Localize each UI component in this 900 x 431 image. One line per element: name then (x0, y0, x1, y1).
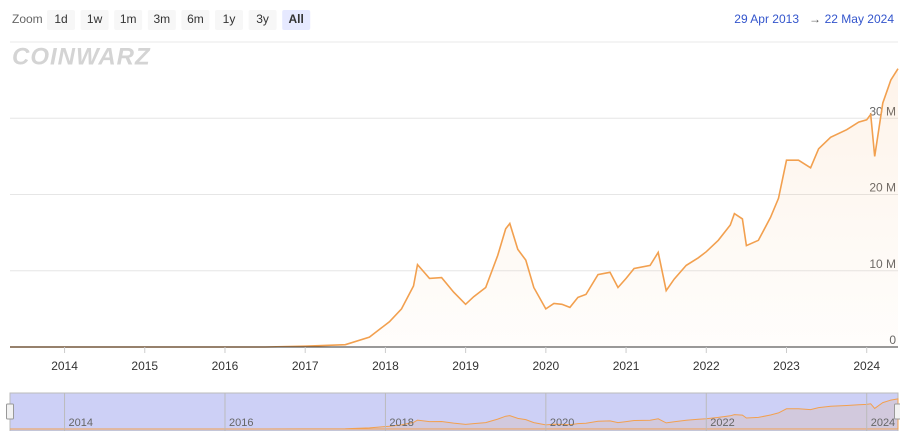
zoom-label: Zoom (12, 12, 43, 26)
x-tick-label: 2015 (131, 359, 158, 373)
range-from: 29 Apr 2013 (734, 12, 799, 26)
navigator-handle[interactable] (6, 403, 14, 420)
x-tick-label: 2021 (613, 359, 640, 373)
range-arrow: → (809, 12, 821, 26)
navigator-area (10, 398, 899, 430)
zoom-button-label[interactable]: 1y (223, 12, 236, 26)
zoom-button[interactable] (147, 10, 176, 30)
navigator-tick-label: 2016 (229, 417, 253, 429)
navigator-handle[interactable] (894, 403, 900, 420)
x-tick-label: 2022 (693, 359, 720, 373)
zoom-button[interactable] (80, 10, 109, 30)
watermark: COINWARZ (12, 43, 151, 70)
navigator-tick-label: 2018 (389, 417, 413, 429)
area-fill (10, 68, 898, 347)
zoom-button-label[interactable]: 1d (54, 12, 67, 26)
navigator-tick-label: 2022 (710, 417, 734, 429)
zoom-button-label[interactable]: All (289, 12, 304, 26)
navigator-tick-label: 2014 (69, 417, 93, 429)
zoom-button[interactable] (181, 10, 210, 30)
x-tick-label: 2017 (292, 359, 319, 373)
navigator-tick-label: 2024 (871, 417, 895, 429)
x-tick-label: 2019 (452, 359, 479, 373)
zoom-button[interactable] (114, 10, 143, 30)
zoom-button-label[interactable]: 1w (87, 12, 103, 26)
zoom-button-label[interactable]: 3m (153, 12, 170, 26)
x-tick-label: 2020 (532, 359, 559, 373)
series-line (10, 68, 899, 348)
x-tick-label: 2024 (853, 359, 880, 373)
zoom-button[interactable] (47, 10, 75, 30)
zoom-button[interactable] (215, 10, 243, 30)
x-tick-label: 2016 (212, 359, 239, 373)
zoom-button[interactable] (248, 10, 277, 30)
x-tick-label: 2014 (51, 359, 78, 373)
x-tick-label: 2018 (372, 359, 399, 373)
x-tick-label: 2023 (773, 359, 800, 373)
zoom-button[interactable] (282, 10, 311, 30)
navigator-tick-label: 2020 (550, 417, 574, 429)
zoom-button-label[interactable]: 1m (120, 12, 137, 26)
range-to: 22 May 2024 (825, 12, 895, 26)
zoom-button-label[interactable]: 3y (256, 12, 269, 26)
zoom-button-label[interactable]: 6m (187, 12, 204, 26)
